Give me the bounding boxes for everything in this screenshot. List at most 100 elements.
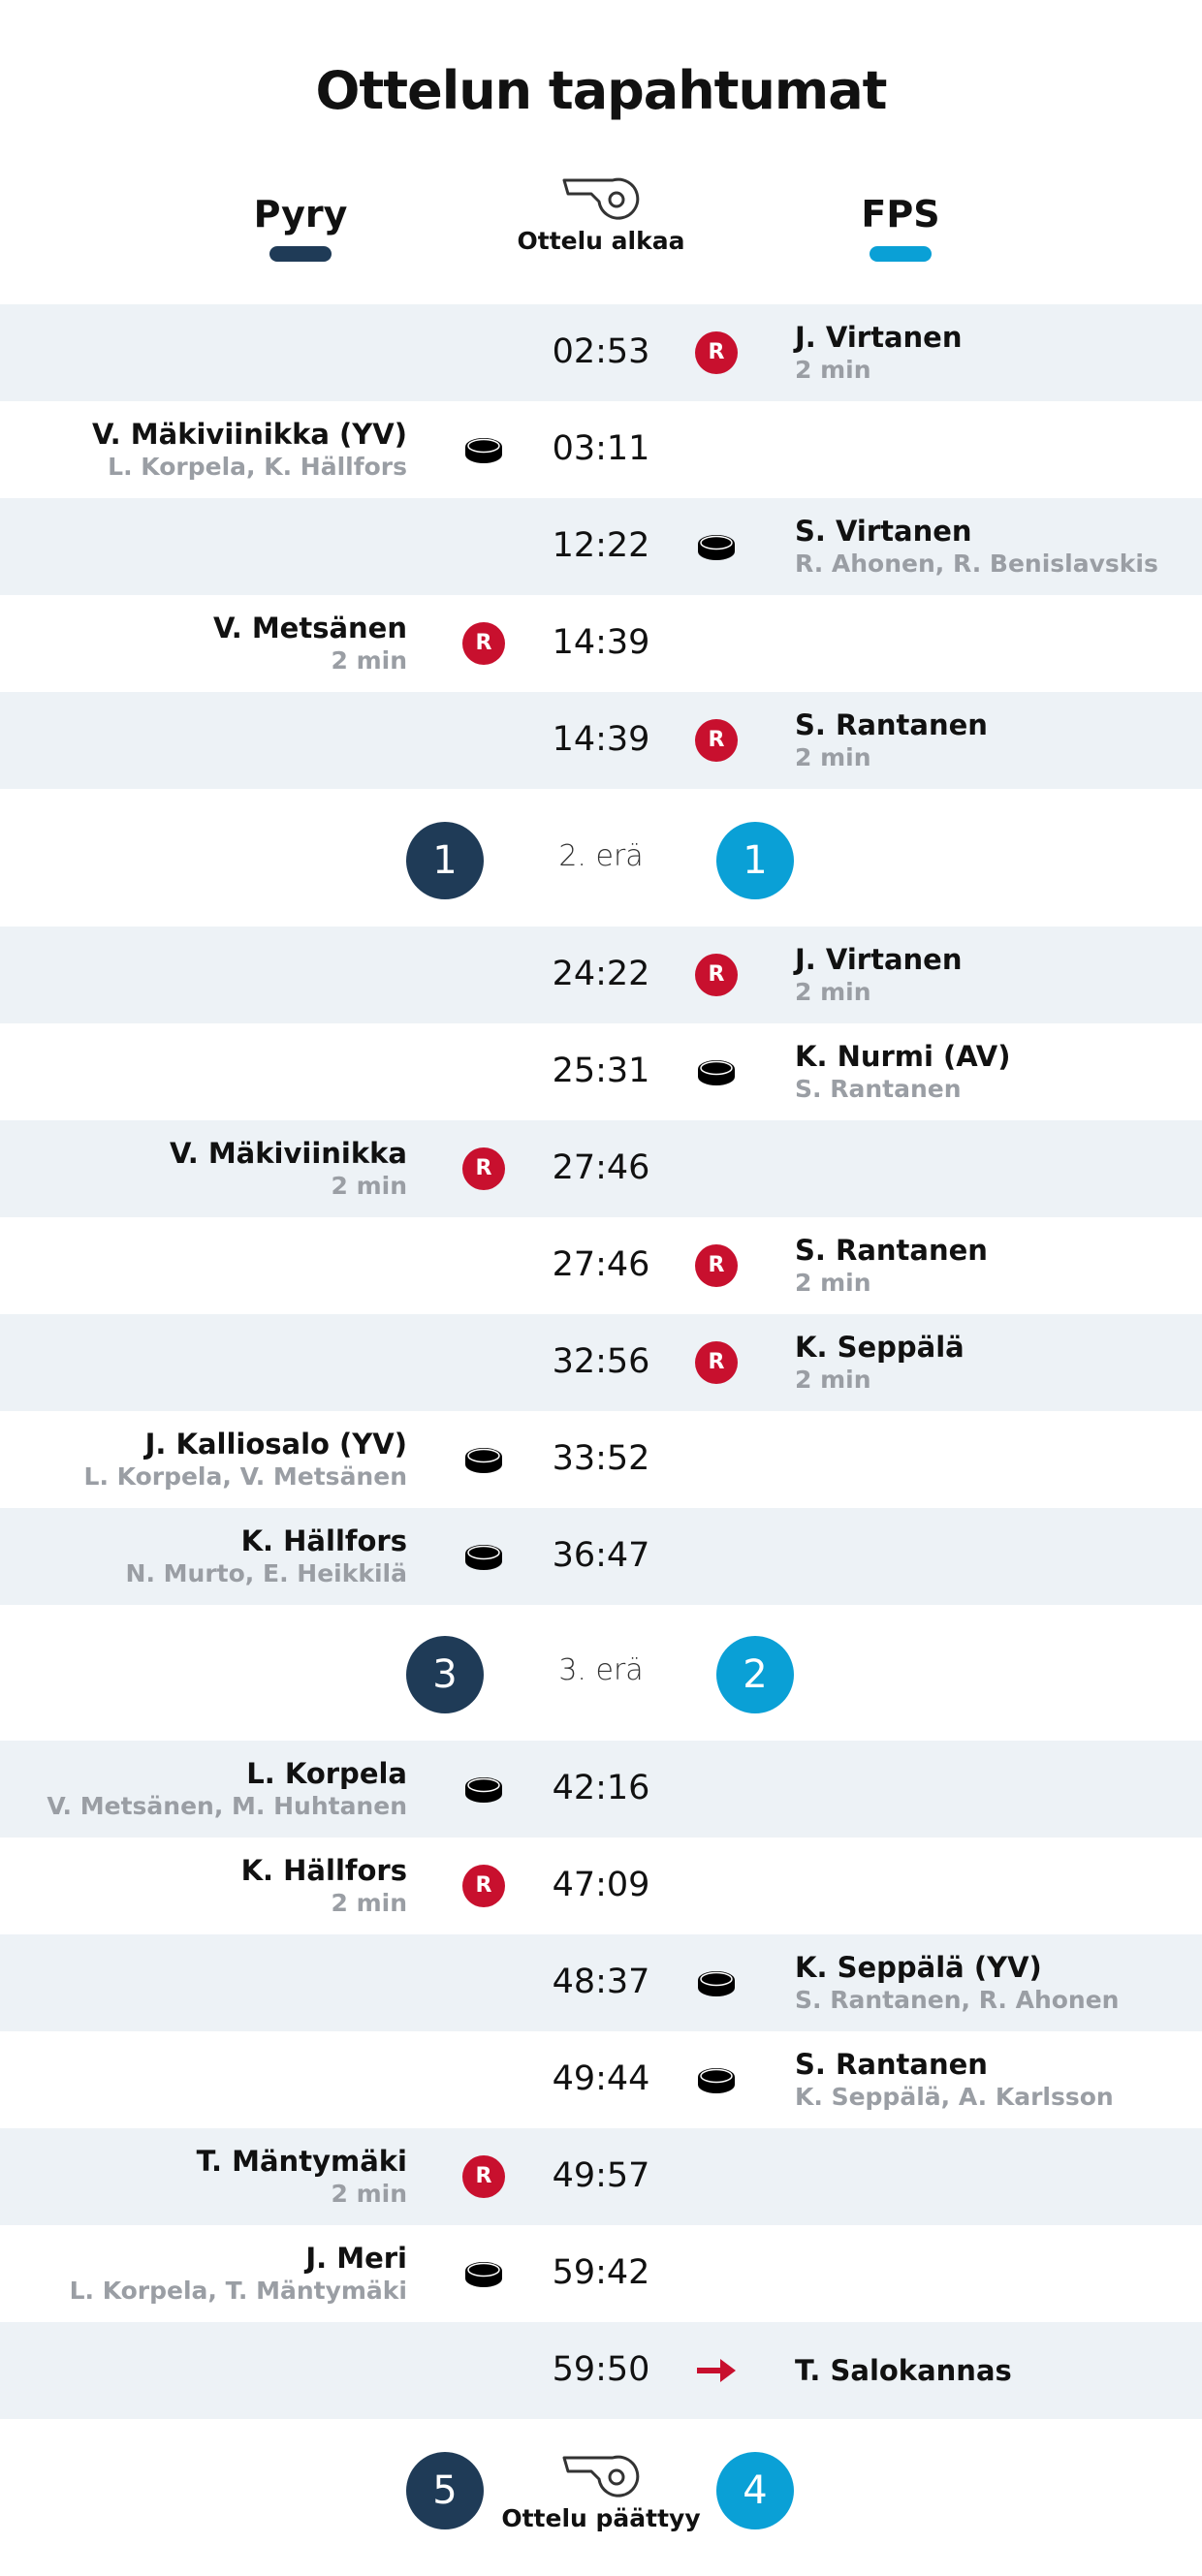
away-team-name: FPS [861,193,940,236]
away-event-details: T. Salokannas [795,2353,1192,2388]
player-name: S. Rantanen [795,708,988,741]
event-time: 59:50 [552,2350,650,2389]
puck-icon [695,1051,738,1093]
puck-icon [462,1768,505,1810]
away-event-details: S. Rantanen K. Seppälä, A. Karlsson [795,2047,1192,2113]
penalty-duration: 2 min [795,356,871,384]
event-time: 03:11 [552,429,650,468]
away-event-details: J. Virtanen 2 min [795,942,1192,1008]
penalty-icon: R [695,1341,738,1384]
whistle-icon [562,2455,640,2497]
penalty-duration: 2 min [795,743,871,771]
puck-icon [462,1535,505,1578]
final-score-home: 5 [406,2452,484,2529]
player-name: T. Mäntymäki [196,2145,407,2178]
assists: V. Metsänen, M. Huhtanen [47,1792,407,1820]
period-label: 2. erä [558,839,644,873]
event-time: 14:39 [552,623,650,662]
final-score-away: 4 [716,2452,794,2529]
event-row: 14:39 R V. Metsänen 2 min [0,595,1202,692]
event-row: 42:16 L. Korpela V. Metsänen, M. Huhtanen [0,1741,1202,1838]
puck-icon [695,525,738,568]
penalty-duration: 2 min [795,978,871,1006]
puck-icon [462,2252,505,2295]
penalty-duration: 2 min [331,1172,407,1200]
player-name: K. Nurmi (AV) [795,1040,1011,1073]
event-time: 36:47 [552,1536,650,1575]
event-time: 42:16 [552,1769,650,1807]
penalty-icon: R [695,331,738,374]
home-team-color-bar [269,246,332,262]
home-event-details: V. Mäkiviinikka 2 min [0,1136,407,1202]
event-row: 14:39 R S. Rantanen 2 min [0,692,1202,789]
player-name: K. Seppälä (YV) [795,1951,1042,1984]
event-time: 14:39 [552,720,650,759]
away-event-details: S. Rantanen 2 min [795,1233,1192,1299]
penalty-duration: 2 min [795,1366,871,1394]
player-name: K. Hällfors [240,1854,407,1887]
assists: S. Rantanen [795,1075,962,1103]
puck-icon [695,1962,738,2004]
player-name: J. Meri [305,2242,407,2275]
event-time: 27:46 [552,1245,650,1284]
event-row: 24:22 R J. Virtanen 2 min [0,927,1202,1023]
home-event-details: J. Kalliosalo (YV) L. Korpela, V. Metsäne… [0,1427,407,1492]
match-start-label: Ottelu alkaa [517,227,685,255]
event-row: 47:09 R K. Hällfors 2 min [0,1838,1202,1934]
event-time: 02:53 [552,332,650,371]
penalty-icon: R [462,622,505,665]
period-score-away: 2 [716,1636,794,1713]
away-event-details: S. Rantanen 2 min [795,707,1192,773]
whistle-icon [562,177,640,220]
period-separator: 3 3. erä 2 [0,1607,1202,1743]
penalty-duration: 2 min [331,646,407,675]
period-score-home: 1 [406,822,484,899]
away-team-color-bar [870,246,932,262]
player-name: S. Rantanen [795,1234,988,1267]
player-name: J. Virtanen [795,943,963,976]
assists: K. Seppälä, A. Karlsson [795,2083,1114,2111]
event-row: 59:50 T. Salokannas [0,2322,1202,2419]
away-event-details: K. Seppälä 2 min [795,1330,1192,1396]
home-event-details: K. Hällfors 2 min [0,1853,407,1919]
penalty-icon: R [695,954,738,996]
puck-icon [462,1438,505,1481]
penalty-icon: R [695,1244,738,1287]
player-name: S. Virtanen [795,515,972,548]
event-time: 47:09 [552,1866,650,1904]
player-name: J. Kalliosalo (YV) [144,1428,407,1461]
event-time: 24:22 [552,955,650,993]
assists: N. Murto, E. Heikkilä [125,1559,407,1587]
player-name: T. Salokannas [795,2354,1012,2387]
away-event-details: J. Virtanen 2 min [795,320,1192,386]
period-score-home: 3 [406,1636,484,1713]
event-row: 03:11 V. Mäkiviinikka (YV) L. Korpela, K. … [0,401,1202,498]
event-row: 33:52 J. Kalliosalo (YV) L. Korpela, V. Me… [0,1411,1202,1508]
event-time: 25:31 [552,1052,650,1090]
away-event-details: K. Nurmi (AV) S. Rantanen [795,1039,1192,1105]
puck-icon [695,2058,738,2101]
event-time: 49:44 [552,2059,650,2098]
player-name: V. Mäkiviinikka (YV) [91,418,407,451]
event-time: 59:42 [552,2253,650,2292]
event-time: 27:46 [552,1148,650,1187]
match-start: Ottelu alkaa [456,174,746,255]
event-time: 49:57 [552,2156,650,2195]
away-event-details: S. Virtanen R. Ahonen, R. Benislavskis [795,514,1192,580]
assists: S. Rantanen, R. Ahonen [795,1986,1120,2014]
home-event-details: V. Metsänen 2 min [0,611,407,676]
player-name: K. Seppälä [795,1331,965,1364]
assists: L. Korpela, K. Hällfors [108,453,407,481]
away-team: FPS [804,190,997,262]
player-name: J. Virtanen [795,321,963,354]
home-event-details: J. Meri L. Korpela, T. Mäntymäki [0,2241,407,2307]
event-row: 49:44 S. Rantanen K. Seppälä, A. Karlsson [0,2031,1202,2128]
assists: L. Korpela, V. Metsänen [83,1462,407,1491]
home-event-details: V. Mäkiviinikka (YV) L. Korpela, K. Hällf… [0,417,407,483]
match-end: 5 Ottelu päättyy 4 [0,2452,1202,2576]
player-name: K. Hällfors [240,1524,407,1557]
event-row: 02:53 R J. Virtanen 2 min [0,304,1202,401]
assists: R. Ahonen, R. Benislavskis [795,550,1158,578]
player-name: V. Mäkiviinikka [170,1137,407,1170]
event-row: 59:42 J. Meri L. Korpela, T. Mäntymäki [0,2225,1202,2322]
